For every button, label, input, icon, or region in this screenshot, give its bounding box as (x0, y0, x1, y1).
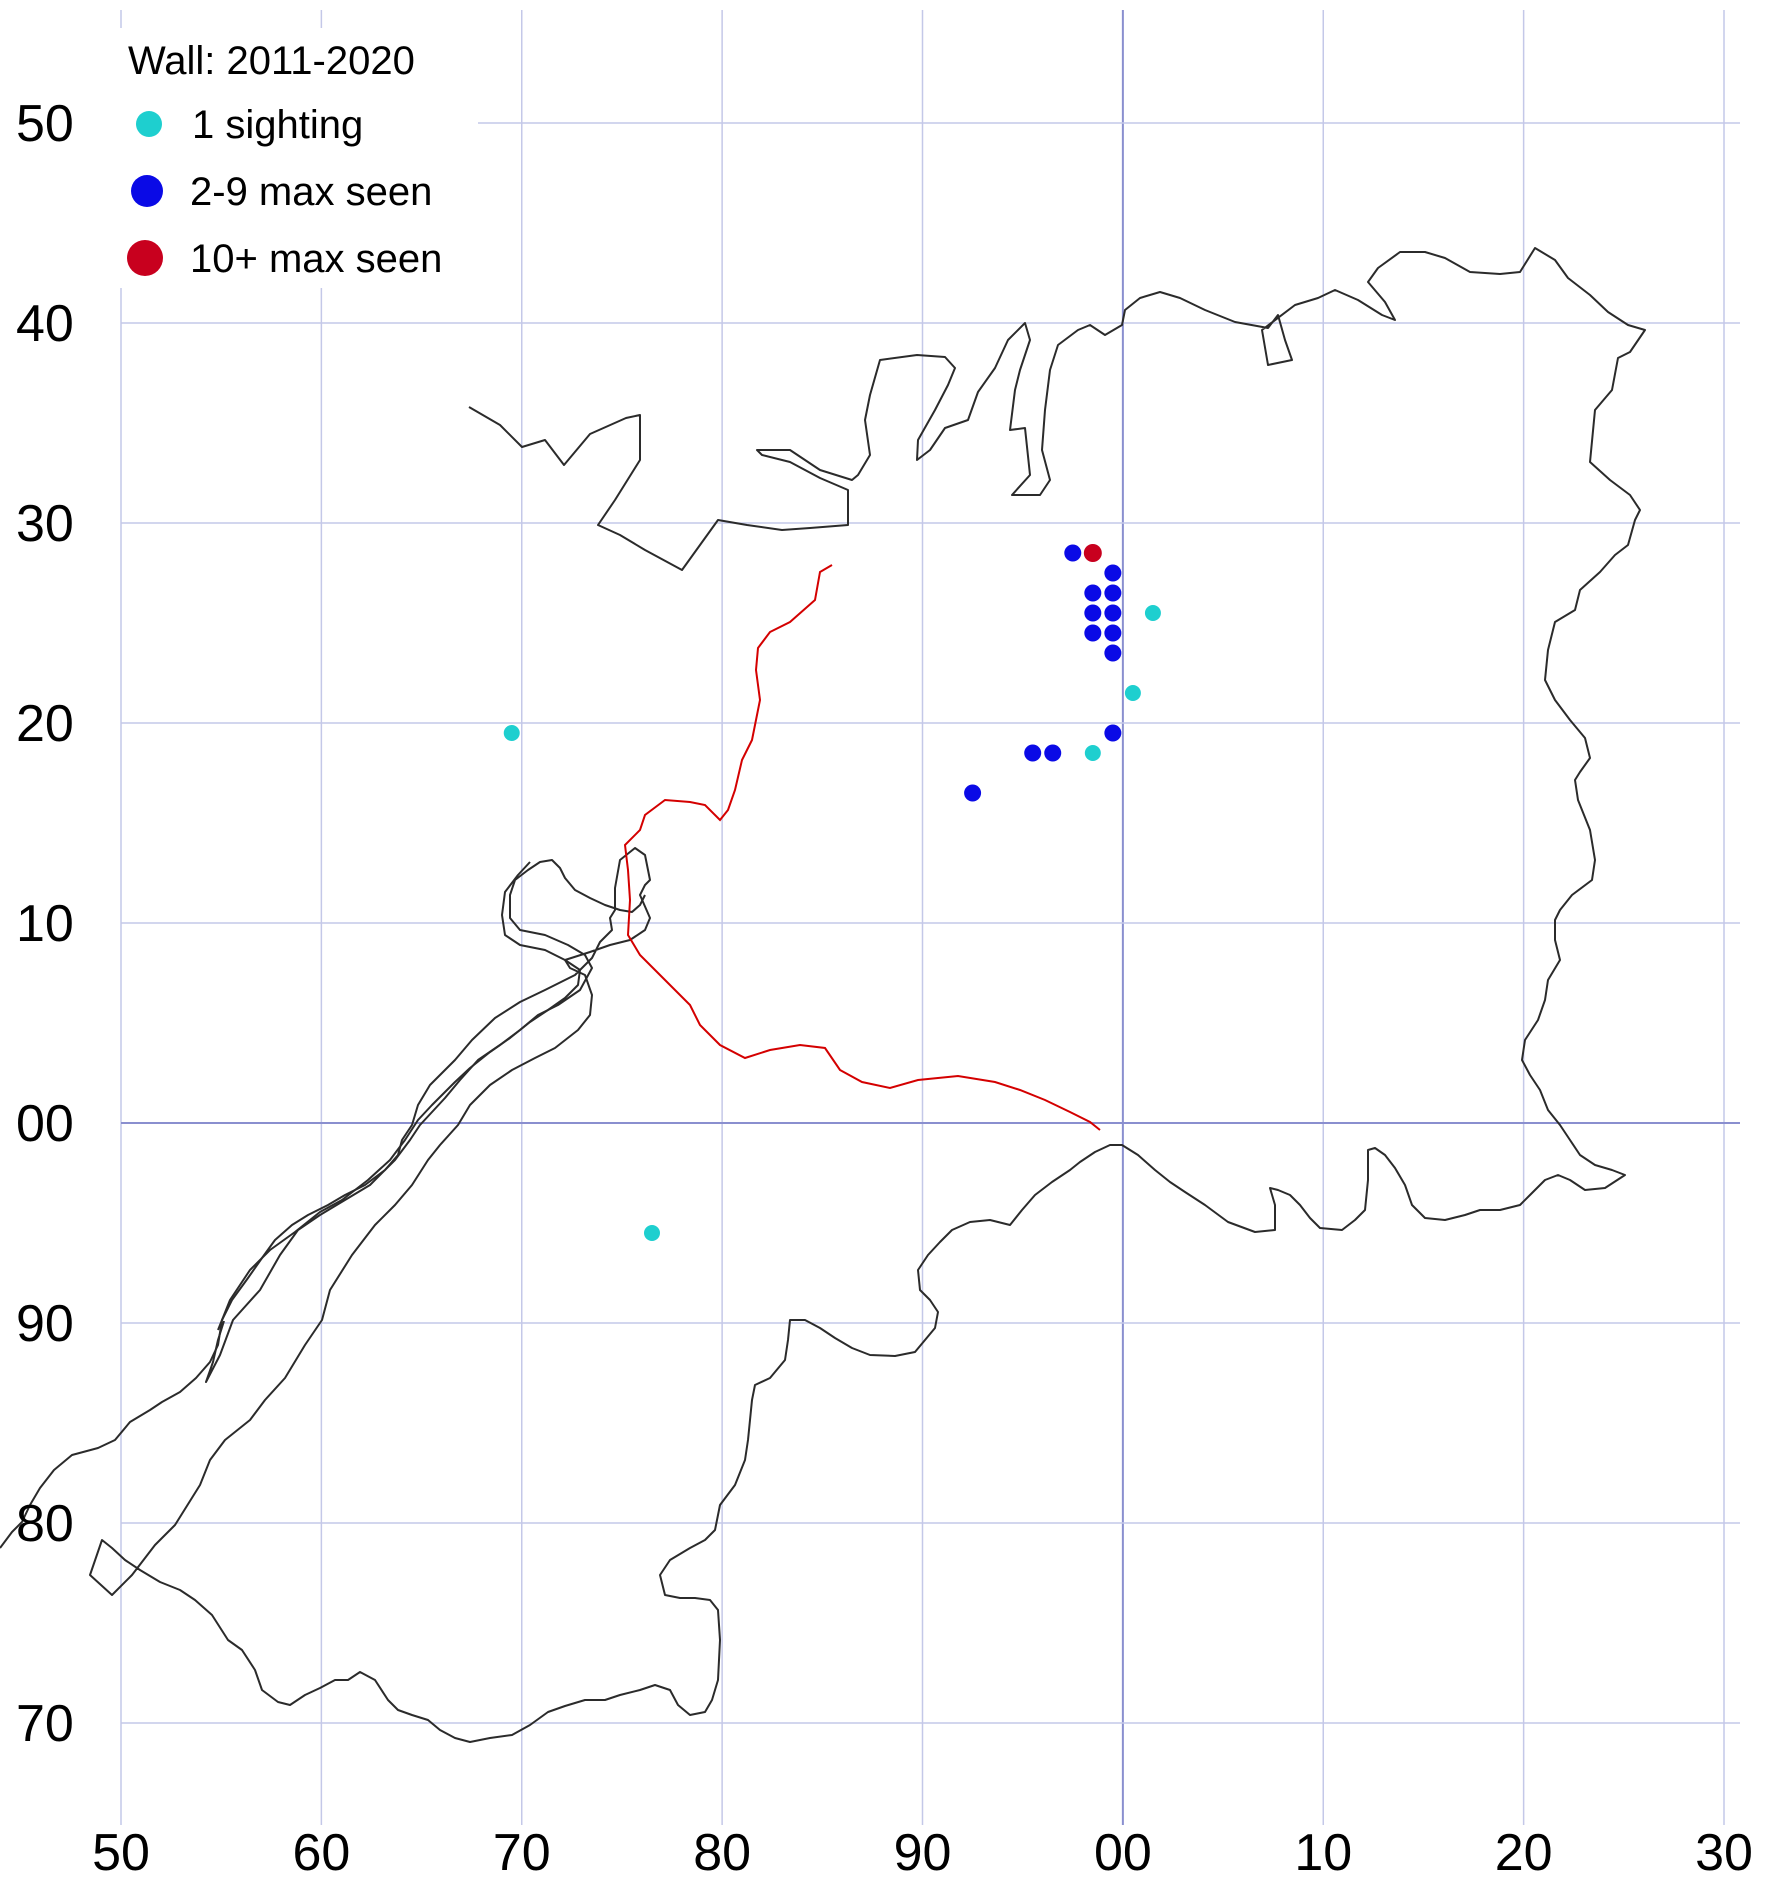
y-tick-label: 20 (16, 695, 74, 753)
y-tick-label: 50 (16, 95, 74, 153)
x-tick-label: 10 (1294, 1824, 1352, 1882)
sighting-point (1124, 685, 1141, 701)
y-tick-label: 80 (16, 1495, 74, 1553)
county-outline (0, 247, 1646, 1743)
grid-lines (120, 10, 1740, 1825)
x-tick-label: 60 (292, 1824, 350, 1882)
x-tick-label: 00 (1094, 1824, 1152, 1882)
river-outline (205, 859, 646, 1383)
y-tick-label: 40 (16, 295, 74, 353)
sighting-point (1104, 604, 1122, 622)
legend-label-few: 2-9 max seen (190, 170, 432, 214)
sighting-point (1104, 624, 1122, 642)
sighting-point (1144, 605, 1161, 621)
y-tick-label: 70 (16, 1695, 74, 1753)
x-tick-label: 90 (894, 1824, 952, 1882)
legend-item-single: 1 sighting (136, 103, 363, 147)
river-outline-inner (217, 861, 581, 1331)
y-tick-label: 90 (16, 1295, 74, 1353)
sighting-point (1044, 744, 1062, 762)
legend-marker-many (127, 240, 163, 276)
y-tick-label: 10 (16, 895, 74, 953)
legend-item-few: 2-9 max seen (131, 170, 432, 214)
sighting-point (1024, 744, 1042, 762)
x-tick-label: 50 (92, 1824, 150, 1882)
x-tick-label: 20 (1495, 1824, 1553, 1882)
sighting-point (1083, 544, 1102, 562)
sighting-points (503, 544, 1161, 1241)
legend-label-many: 10+ max seen (190, 237, 442, 281)
sighting-point (1084, 745, 1101, 761)
sighting-point (1104, 564, 1122, 582)
legend-marker-single (136, 111, 162, 137)
axis-tick-labels: 50 60 70 80 90 00 10 20 30 50 40 30 20 10 00 90 80 70 (16, 95, 1753, 1882)
legend-background (118, 28, 478, 288)
x-tick-label: 80 (693, 1824, 751, 1882)
x-tick-label: 70 (493, 1824, 551, 1882)
legend-marker-few (131, 175, 163, 207)
legend: Wall: 2011-2020 1 sighting 2-9 max seen … (127, 39, 442, 281)
sighting-point (1104, 724, 1122, 742)
sighting-point (1084, 584, 1102, 602)
sighting-point (1084, 604, 1102, 622)
sighting-point (964, 784, 982, 802)
map-title: Wall: 2011-2020 (128, 39, 415, 83)
y-tick-label: 30 (16, 495, 74, 553)
sighting-point (1084, 624, 1102, 642)
sighting-point (643, 1225, 660, 1241)
boundary-line (623, 564, 1101, 1131)
sighting-point (1064, 544, 1082, 562)
legend-label-single: 1 sighting (192, 103, 363, 147)
y-tick-label: 00 (16, 1095, 74, 1153)
x-tick-label: 30 (1695, 1824, 1753, 1882)
legend-item-many: 10+ max seen (127, 237, 442, 281)
sighting-point (1104, 584, 1122, 602)
sighting-point (1104, 644, 1122, 662)
sighting-point (503, 725, 520, 741)
